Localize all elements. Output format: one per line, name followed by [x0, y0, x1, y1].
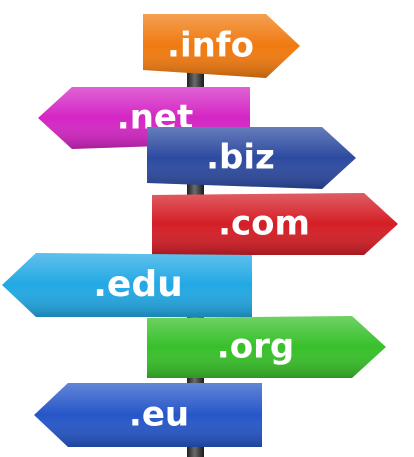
sign-shading: [147, 316, 386, 378]
sign-shading: [143, 14, 300, 78]
sign-label: .eu: [129, 395, 189, 435]
sign-label: .edu: [93, 264, 183, 305]
sign-shading: [147, 127, 356, 189]
sign-eu: .eu: [34, 383, 262, 447]
sign-label: .org: [217, 327, 294, 367]
signs-layer: .info.net.biz.com.edu.org.eu: [2, 14, 398, 447]
sign-label: .biz: [206, 138, 275, 178]
sign-label: .com: [218, 204, 310, 244]
sign-edu: .edu: [2, 253, 252, 317]
sign-info: .info: [143, 14, 300, 78]
sign-shading: [152, 193, 398, 255]
sign-shading: [2, 253, 252, 317]
sign-biz: .biz: [147, 127, 356, 189]
sign-org: .org: [147, 316, 386, 378]
sign-label: .info: [167, 26, 254, 66]
sign-com: .com: [152, 193, 398, 255]
sign-shading: [34, 383, 262, 447]
